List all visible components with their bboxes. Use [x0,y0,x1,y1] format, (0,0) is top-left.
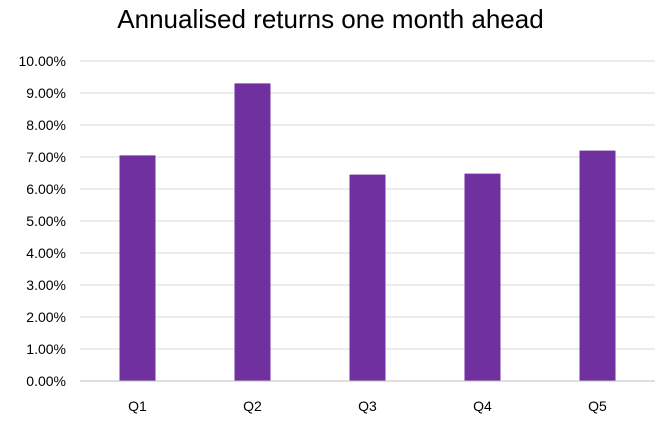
x-tick-label-q4: Q4 [473,398,492,414]
bar-q4 [464,173,501,381]
y-tick-label: 10.00% [19,53,66,69]
y-axis-tick-labels: 0.00% 1.00% 2.00% 3.00% 4.00% 5.00% 6.00% 7.00%… [19,53,66,389]
x-tick-label-q2: Q2 [243,398,262,414]
chart-title: Annualised returns one month ahead [117,4,544,34]
y-tick-label: 6.00% [26,181,66,197]
x-axis-tick-labels: Q1 Q2 Q3 Q4 Q5 [128,398,607,414]
bar-q5 [579,150,616,381]
y-tick-label: 8.00% [26,117,66,133]
y-tick-label: 9.00% [26,85,66,101]
bar-q1 [119,155,156,381]
y-tick-label: 3.00% [26,277,66,293]
y-tick-label: 1.00% [26,341,66,357]
x-tick-label-q5: Q5 [588,398,607,414]
y-tick-label: 0.00% [26,373,66,389]
bar-q2 [234,83,271,382]
x-tick-label-q1: Q1 [128,398,147,414]
x-tick-label-q3: Q3 [358,398,377,414]
bar-q3 [349,174,386,381]
y-tick-label: 4.00% [26,245,66,261]
bars [119,83,616,382]
y-tick-label: 2.00% [26,309,66,325]
y-tick-label: 5.00% [26,213,66,229]
y-tick-label: 7.00% [26,149,66,165]
